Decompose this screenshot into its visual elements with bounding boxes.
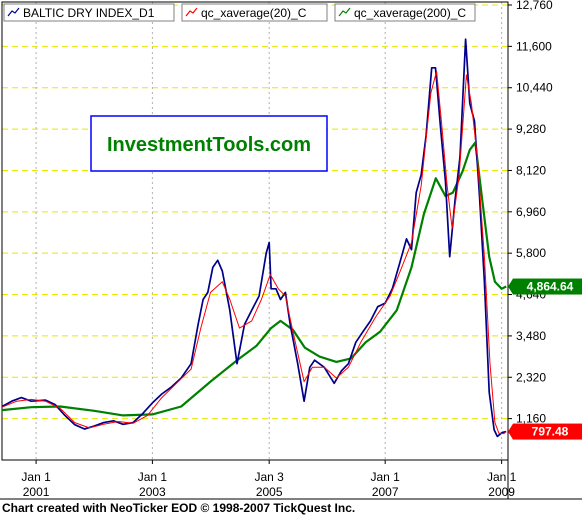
last-value-tags: 4,864.64 797.48 (508, 278, 582, 440)
watermark-text: InvestmentTools.com (107, 134, 311, 156)
x-tick-label-0: Jan 1 (21, 470, 51, 484)
tag-box-0 (513, 278, 582, 295)
y-tick-label-0: 1,160 (516, 412, 546, 426)
y-tick-label-9: 11,600 (516, 39, 552, 53)
last-value-tag-0: 4,864.64 (508, 278, 582, 295)
x-tick-year-2: 2005 (256, 485, 283, 499)
x-tick-label-4: Jan 1 (487, 470, 517, 484)
y-tick-label-5: 6,960 (516, 205, 546, 219)
series-line-0 (1, 38, 507, 438)
y-tick-label-6: 8,120 (516, 163, 546, 177)
legend-swatch-2 (338, 7, 351, 17)
tag-pointer-1 (508, 423, 513, 440)
y-tick-label-8: 10,440 (516, 81, 553, 95)
x-tick-label-3: Jan 1 (370, 470, 400, 484)
series-line-1 (1, 70, 507, 435)
x-tick-year-1: 2003 (139, 485, 166, 499)
x-tick-year-0: 2001 (23, 485, 50, 499)
legend-label-0: BALTIC DRY INDEX_D1 (23, 6, 155, 20)
y-tick-label-1: 2,320 (516, 370, 546, 384)
legend-box-0 (3, 3, 175, 22)
watermark-box: InvestmentTools.com (90, 115, 328, 172)
x-tick-year-3: 2007 (372, 485, 399, 499)
tag-label-1: 797.48 (532, 425, 569, 439)
last-value-tag-1: 797.48 (508, 423, 582, 440)
y-tick-label-10: 12,760 (516, 0, 553, 12)
x-tick-label-1: Jan 1 (138, 470, 168, 484)
x-tick-year-4: 2009 (488, 485, 515, 499)
legend-label-1: qc_xaverage(20)_C (201, 6, 307, 20)
legend-swatch-1 (185, 7, 198, 17)
plot-border (0, 1, 582, 500)
series-lines (1, 38, 507, 438)
legend-box-1 (181, 3, 328, 22)
y-tick-label-2: 3,480 (516, 329, 546, 343)
tag-box-1 (513, 423, 582, 440)
legend-swatch-0 (7, 7, 20, 17)
x-tick-label-2: Jan 3 (254, 470, 284, 484)
legend-box-2 (334, 3, 476, 22)
y-tick-label-7: 9,280 (516, 122, 546, 136)
tag-pointer-0 (508, 278, 513, 295)
legend: BALTIC DRY INDEX_D1 qc_xaverage(20)_C qc_x… (3, 3, 476, 22)
y-tick-label-4: 5,800 (516, 246, 546, 260)
legend-label-2: qc_xaverage(200)_C (354, 6, 466, 20)
tag-label-0: 4,864.64 (527, 280, 574, 294)
footer-credit: Chart created with NeoTicker EOD © 1998-… (2, 501, 355, 515)
